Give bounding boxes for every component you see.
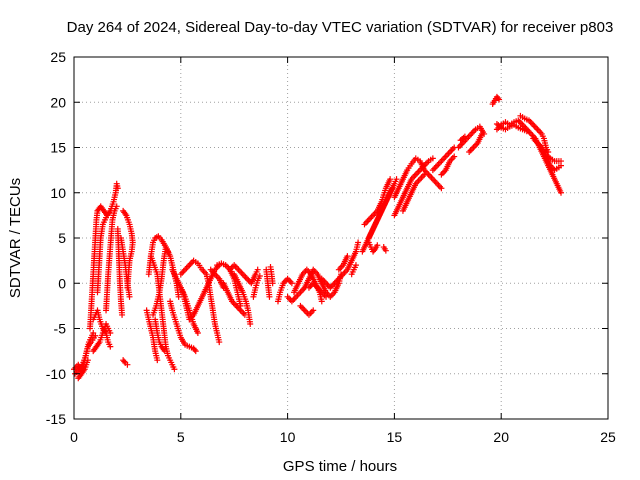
data-point-marker [371,247,378,254]
y-tick-label: -5 [54,321,67,337]
data-point-marker [113,203,120,210]
data-point-marker [171,366,178,373]
series-sdtvar [71,93,565,382]
chart-title: Day 264 of 2024, Sidereal Day-to-day VTE… [67,19,614,36]
data-point-marker [374,242,381,249]
data-point-marker [175,293,182,300]
data-point-marker [323,293,330,300]
data-point-marker [269,280,276,287]
data-point-marker [355,239,362,246]
data-point-marker [194,330,201,337]
data-point-marker [84,357,91,364]
y-axis-label: SDTVAR / TECUs [7,178,24,298]
data-point-marker [216,339,223,346]
x-tick-label: 10 [280,429,296,445]
data-point-marker [496,96,503,103]
data-point-marker [164,248,171,255]
data-point-marker [523,128,530,135]
data-point-marker [478,130,485,137]
data-point-marker [461,133,468,140]
data-point-marker [107,343,114,350]
data-point-marker [288,280,295,287]
data-point-marker [256,273,263,280]
y-tick-label: 10 [50,185,66,201]
data-point-marker [92,332,99,339]
data-point-marker [192,348,199,355]
x-tick-label: 25 [600,429,616,445]
x-tick-label: 20 [493,429,509,445]
data-point-marker [154,357,161,364]
data-point-marker [310,307,317,314]
data-point-marker [558,162,565,169]
data-series-sdtvar [71,93,565,382]
axis-ticks: 0 5 10 15 20 25 -15 -10 -5 0 5 10 15 20 25 [46,49,616,445]
data-point-marker [266,293,273,300]
y-tick-label: -15 [46,411,66,427]
data-point-marker [318,298,325,305]
data-point-marker [558,189,565,196]
data-point-marker [124,361,131,368]
data-point-marker [438,185,445,192]
y-tick-label: 25 [50,49,66,65]
data-point-marker [382,247,389,254]
data-point-marker [247,320,254,327]
y-tick-label: 0 [58,275,66,291]
x-tick-label: 15 [387,429,403,445]
data-point-marker [421,171,428,178]
data-point-marker [494,95,501,102]
data-point-marker [126,293,133,300]
data-point-marker [344,253,351,260]
data-point-marker [191,346,198,353]
data-point-marker [429,155,436,162]
y-tick-label: 5 [58,230,66,246]
data-point-marker [114,185,121,192]
x-axis-label: GPS time / hours [283,458,397,475]
data-point-marker [161,348,168,355]
data-point-marker [121,358,128,365]
data-point-marker [254,266,261,273]
data-point-marker [393,176,400,183]
x-tick-label: 0 [70,429,78,445]
data-point-marker [451,153,458,160]
x-tick-label: 5 [177,429,185,445]
data-point-marker [387,176,394,183]
data-point-marker [124,284,131,291]
y-tick-label: 15 [50,140,66,156]
y-tick-label: -10 [46,366,66,382]
y-tick-label: 20 [50,94,66,110]
data-point-marker [352,262,359,269]
data-point-marker [119,311,126,318]
